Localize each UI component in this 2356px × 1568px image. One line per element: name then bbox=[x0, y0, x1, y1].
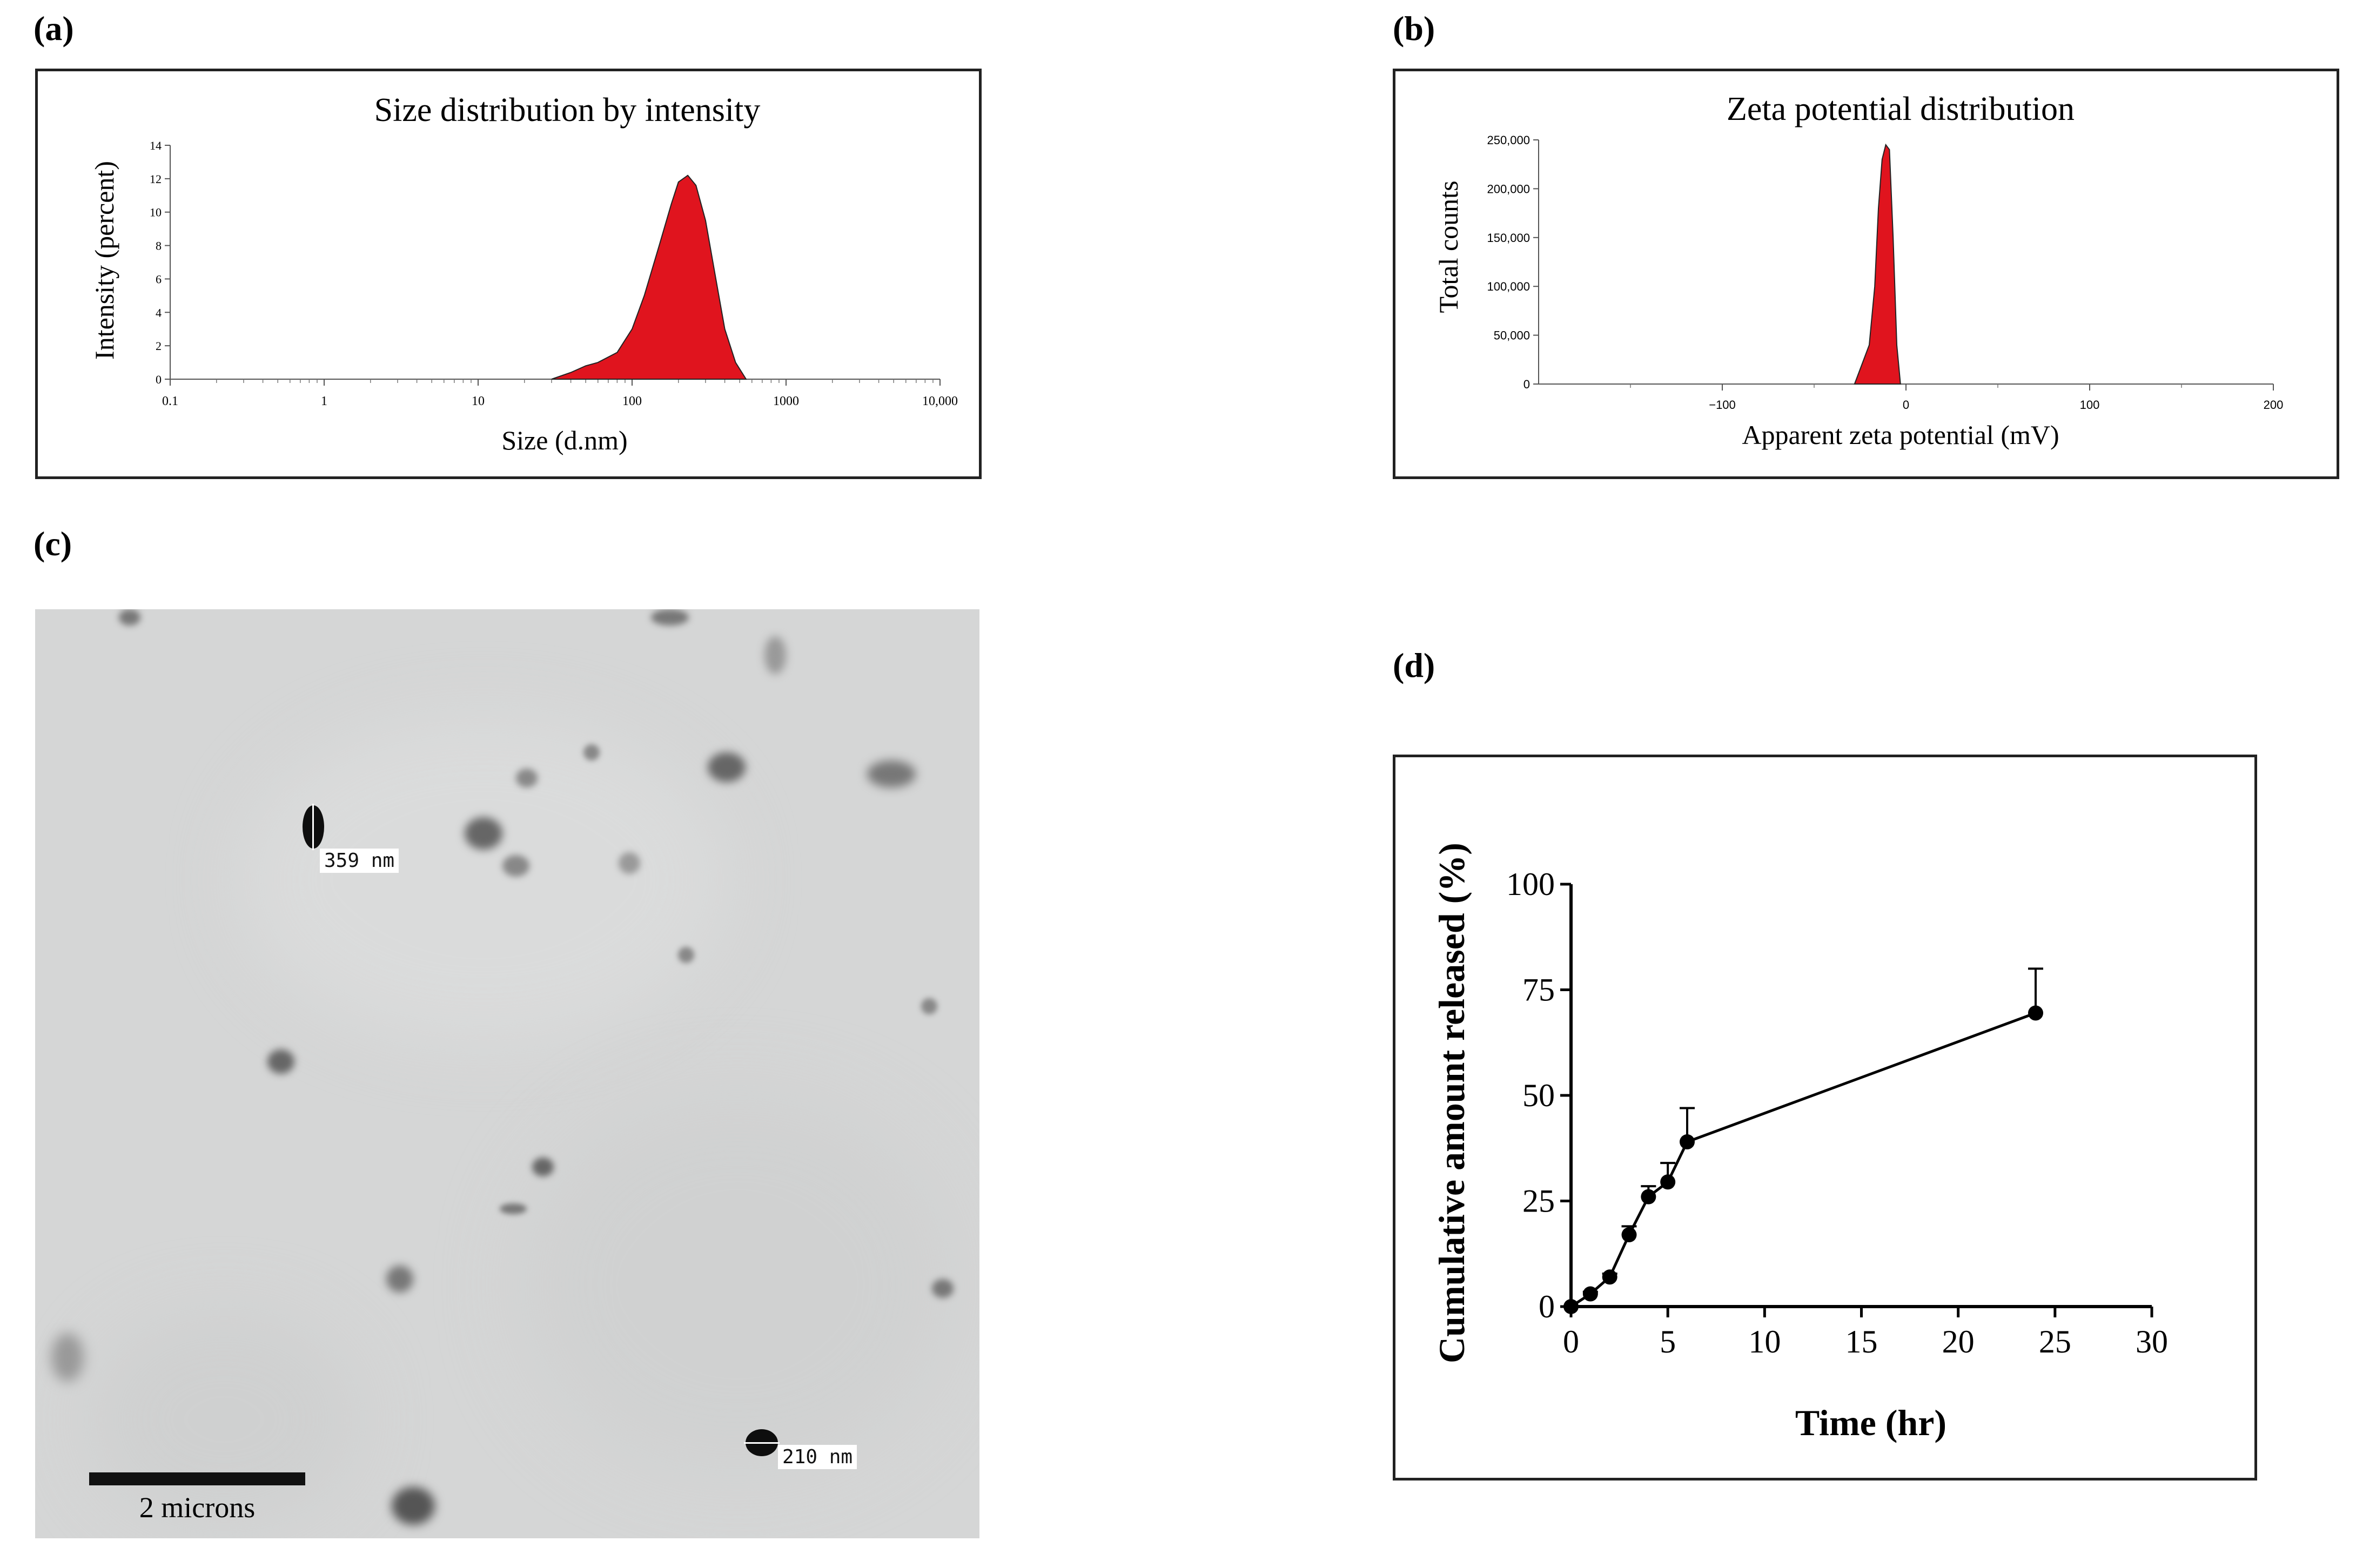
y-tick-label: 250,000 bbox=[1487, 133, 1530, 147]
scale-bar-label: 2 microns bbox=[139, 1491, 256, 1524]
x-tick-label: 0.1 bbox=[162, 394, 178, 408]
x-tick-label: 10 bbox=[472, 394, 485, 408]
particle bbox=[465, 817, 502, 850]
y-tick-label: 10 bbox=[150, 206, 162, 219]
x-tick-label: 20 bbox=[1942, 1324, 1975, 1360]
panel-d-frame: Time (hr) Cumulative amount released (%)… bbox=[1393, 755, 2257, 1480]
background-tone bbox=[521, 1095, 954, 1473]
x-tick-label: 5 bbox=[1660, 1324, 1676, 1360]
y-tick-label: 2 bbox=[156, 339, 162, 353]
data-point bbox=[1680, 1134, 1695, 1150]
x-tick-label: 1000 bbox=[773, 394, 799, 408]
particle bbox=[708, 752, 746, 782]
data-point bbox=[1641, 1189, 1656, 1204]
x-tick-label: 0 bbox=[1903, 398, 1909, 412]
data-point bbox=[1563, 1299, 1579, 1314]
panel-a-label: (a) bbox=[33, 9, 74, 48]
x-tick-label: 10 bbox=[1748, 1324, 1781, 1360]
data-point bbox=[1602, 1269, 1617, 1285]
data-point bbox=[1621, 1227, 1637, 1243]
y-tick-label: 14 bbox=[150, 139, 162, 152]
data-point bbox=[2028, 1005, 2043, 1021]
panel-b-frame: Zeta potential distribution Apparent zet… bbox=[1393, 69, 2339, 479]
particle bbox=[502, 855, 529, 877]
particle bbox=[267, 1049, 294, 1074]
particle bbox=[678, 947, 694, 963]
y-tick-label: 4 bbox=[156, 306, 162, 319]
background-tone bbox=[240, 717, 727, 1041]
panel-b-label: (b) bbox=[1393, 9, 1435, 48]
particle bbox=[516, 769, 538, 788]
measure-line bbox=[312, 804, 314, 850]
x-tick-label: 0 bbox=[1563, 1324, 1579, 1360]
chart-title: Zeta potential distribution bbox=[1727, 91, 2075, 127]
y-tick-label: 50,000 bbox=[1494, 329, 1530, 342]
y-tick-label: 6 bbox=[156, 272, 162, 286]
x-tick-label: 100 bbox=[622, 394, 642, 408]
y-axis-label: Total counts bbox=[1433, 180, 1464, 313]
panel-d-label: (d) bbox=[1393, 646, 1435, 684]
particle bbox=[51, 1333, 84, 1382]
particle bbox=[921, 998, 937, 1014]
distribution-area bbox=[1854, 143, 1901, 385]
panel-c-label: (c) bbox=[33, 524, 72, 563]
x-tick-label: 30 bbox=[2136, 1324, 2168, 1360]
chart-title: Size distribution by intensity bbox=[374, 92, 761, 129]
y-tick-label: 50 bbox=[1522, 1078, 1555, 1113]
y-axis-label: Intensity (percent) bbox=[89, 161, 119, 360]
measurement-label: 359 nm bbox=[320, 849, 399, 873]
scale-bar bbox=[89, 1472, 305, 1485]
measurement-label: 210 nm bbox=[778, 1445, 857, 1469]
x-axis-label: Apparent zeta potential (mV) bbox=[1742, 420, 2059, 450]
panel-a-frame: Size distribution by intensity Size (d.n… bbox=[35, 69, 982, 479]
y-tick-label: 150,000 bbox=[1487, 231, 1530, 245]
y-tick-label: 0 bbox=[1523, 378, 1530, 391]
particle bbox=[764, 636, 786, 674]
particle bbox=[583, 744, 600, 761]
particle bbox=[651, 609, 689, 625]
x-axis-label: Size (d.nm) bbox=[501, 425, 627, 455]
series-line bbox=[1570, 1012, 2036, 1308]
y-axis-label: Cumulative amount released (%) bbox=[1431, 843, 1472, 1363]
x-axis-label: Time (hr) bbox=[1795, 1402, 1946, 1443]
data-point bbox=[1582, 1286, 1598, 1302]
y-tick-label: 8 bbox=[156, 239, 162, 253]
x-tick-label: −100 bbox=[1709, 398, 1736, 412]
size-distribution-chart: Size distribution by intensity Size (d.n… bbox=[89, 92, 958, 455]
y-tick-label: 200,000 bbox=[1487, 182, 1530, 196]
release-chart: Time (hr) Cumulative amount released (%)… bbox=[1431, 843, 2168, 1443]
x-tick-label: 10,000 bbox=[922, 394, 958, 408]
y-tick-label: 12 bbox=[150, 172, 162, 186]
x-tick-label: 25 bbox=[2039, 1324, 2071, 1360]
particle bbox=[500, 1203, 527, 1214]
distribution-area bbox=[551, 174, 747, 380]
particle bbox=[867, 761, 916, 788]
y-tick-label: 100 bbox=[1506, 866, 1555, 902]
particle bbox=[619, 852, 640, 874]
x-tick-label: 1 bbox=[321, 394, 327, 408]
particle bbox=[119, 609, 140, 625]
particle bbox=[932, 1279, 954, 1298]
background-tone bbox=[89, 1311, 359, 1527]
y-tick-label: 75 bbox=[1522, 972, 1555, 1008]
y-tick-label: 100,000 bbox=[1487, 280, 1530, 293]
x-tick-label: 100 bbox=[2080, 398, 2100, 412]
particle bbox=[386, 1266, 413, 1293]
y-tick-label: 0 bbox=[1539, 1289, 1555, 1324]
measure-line bbox=[744, 1442, 780, 1444]
x-tick-label: 200 bbox=[2264, 398, 2284, 412]
y-tick-label: 0 bbox=[156, 373, 162, 386]
data-point bbox=[1660, 1174, 1676, 1190]
particle bbox=[392, 1487, 435, 1525]
y-tick-label: 25 bbox=[1522, 1183, 1555, 1219]
x-tick-label: 15 bbox=[1845, 1324, 1878, 1360]
tem-micrograph: 359 nm 210 nm 2 microns bbox=[35, 609, 979, 1538]
particle bbox=[532, 1158, 554, 1176]
zeta-potential-chart: Zeta potential distribution Apparent zet… bbox=[1433, 91, 2284, 450]
